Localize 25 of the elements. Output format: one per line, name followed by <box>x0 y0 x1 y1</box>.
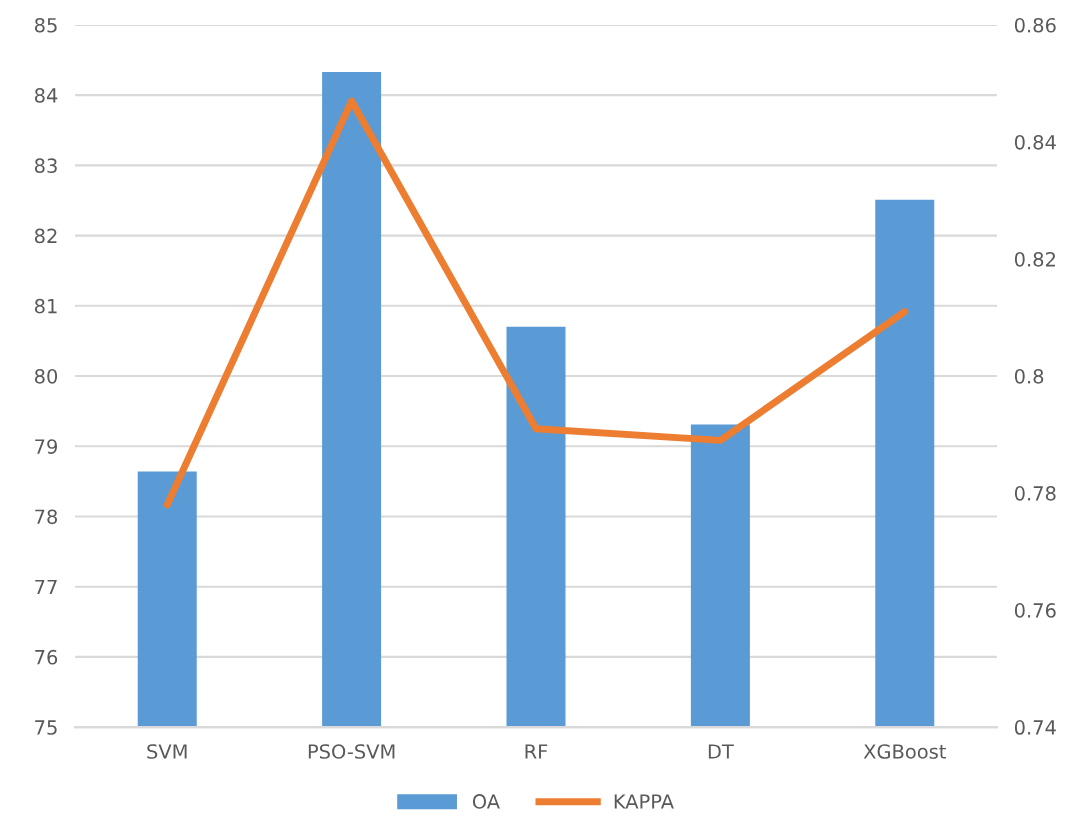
x-tick-label: XGBoost <box>863 744 946 759</box>
y2-tick-label: 0.86 <box>1014 17 1056 33</box>
y-tick-label: 84 <box>34 88 58 103</box>
y-tick-label: 75 <box>35 720 57 735</box>
y2-tick-label: 0.76 <box>1014 603 1056 618</box>
y2-tick-label: 0.78 <box>1014 486 1056 501</box>
y2-tick-label: 0.74 <box>1014 720 1056 735</box>
x-tick-label: PSO-SVM <box>308 744 395 759</box>
y-tick-label: 83 <box>34 158 57 174</box>
y-tick-label: 80 <box>34 368 58 384</box>
legend-label: KAPPA <box>614 794 674 809</box>
y2-tick-label: 0.82 <box>1014 251 1055 267</box>
y-tick-label: 85 <box>34 17 57 33</box>
y-tick-label: 77 <box>35 579 57 595</box>
y-tick-label: 82 <box>34 228 57 244</box>
y2-tick-label: 0.84 <box>1014 134 1056 150</box>
x-tick-label: SVM <box>147 744 187 759</box>
y2-tick-label: 0.8 <box>1014 368 1044 384</box>
y-tick-label: 79 <box>35 439 58 454</box>
y-tick-label: 81 <box>34 298 57 314</box>
y-tick-label: 76 <box>35 649 58 665</box>
legend-label: OA <box>472 794 500 809</box>
y-tick-label: 78 <box>35 509 58 525</box>
x-tick-label: RF <box>525 744 548 759</box>
x-tick-label: DT <box>708 744 734 759</box>
